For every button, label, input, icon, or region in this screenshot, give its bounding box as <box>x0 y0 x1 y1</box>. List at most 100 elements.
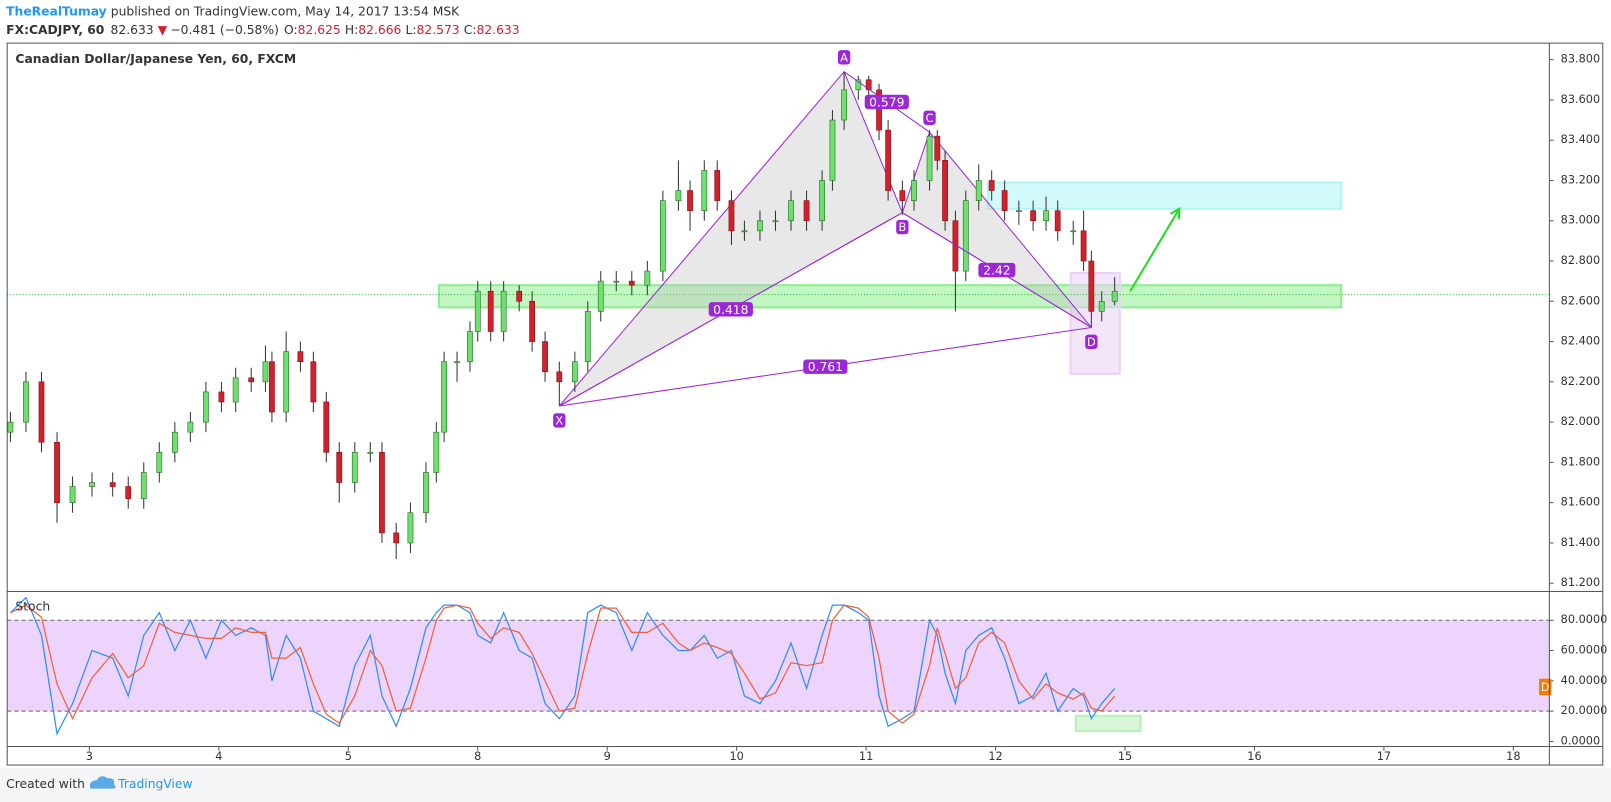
x-tick-label: 17 <box>1377 750 1391 763</box>
y-tick-label: 81.200 <box>1561 576 1600 589</box>
candle <box>351 452 358 483</box>
candle <box>433 431 440 473</box>
y-tick-label: 82.000 <box>1561 415 1600 428</box>
x-tick-label: 16 <box>1247 750 1261 763</box>
candle <box>942 160 948 222</box>
ratio-box <box>978 262 1016 278</box>
x-tick-label: 4 <box>215 750 222 763</box>
candle <box>203 391 209 423</box>
candle <box>336 452 343 483</box>
candle <box>975 180 982 201</box>
candle <box>788 200 794 222</box>
candle <box>297 351 304 363</box>
ratio-label: 2.42 <box>983 264 1010 278</box>
candle <box>1043 210 1049 222</box>
candle <box>926 135 933 181</box>
ratio-label: 0.761 <box>808 360 843 374</box>
candle <box>109 482 116 487</box>
y-tick-label: 83.200 <box>1561 173 1600 186</box>
plot: 3 4 5 8 9 10 11 12 15 16 17 18 81.200 81.400 81.600 81.… <box>7 50 1607 763</box>
candle <box>516 290 523 302</box>
candle <box>597 280 604 312</box>
candle <box>962 200 969 272</box>
candle <box>1001 190 1008 211</box>
candle <box>454 361 460 364</box>
candle <box>283 351 290 413</box>
candle <box>529 300 535 342</box>
candle <box>187 421 194 433</box>
c-label: C: <box>464 22 477 36</box>
candle <box>1070 230 1077 233</box>
candle <box>367 452 374 454</box>
candle <box>772 220 779 223</box>
point-label: X <box>555 414 563 427</box>
x-tick-label: 18 <box>1506 750 1520 763</box>
candle <box>89 482 95 487</box>
candle <box>876 89 882 131</box>
point-label: A <box>840 51 848 64</box>
y-tick-label: 20.0000 <box>1561 704 1608 717</box>
candle <box>474 290 481 332</box>
stoch-line <box>9 596 1116 736</box>
point-label: C <box>926 112 934 125</box>
y-tick-label: 40.0000 <box>1561 674 1608 687</box>
y-tick-label: 60.0000 <box>1561 644 1608 657</box>
candle <box>140 472 147 499</box>
candle <box>407 512 414 544</box>
footer-bg <box>0 768 1611 802</box>
candle <box>393 532 400 544</box>
y-tick-label: 81.400 <box>1561 536 1600 549</box>
y-tick-label: 82.200 <box>1561 375 1600 388</box>
candle <box>865 79 872 91</box>
y-tick-label: 83.600 <box>1561 93 1600 106</box>
candle <box>1080 230 1087 262</box>
frame <box>6 42 1604 766</box>
marker-label: D <box>1541 681 1550 694</box>
ratio-box <box>864 94 909 110</box>
candle <box>323 401 330 453</box>
candle <box>728 200 735 232</box>
stoch-title: Stoch <box>15 599 50 613</box>
x-tick-label: 15 <box>1118 750 1132 763</box>
zone <box>1074 714 1142 733</box>
candle <box>659 200 666 272</box>
candle <box>218 391 225 403</box>
candle <box>125 486 132 499</box>
point-box <box>1085 334 1098 350</box>
zone <box>437 284 1343 309</box>
candle <box>829 119 836 181</box>
candle <box>423 472 429 514</box>
h: 82.666 <box>358 22 401 36</box>
candle <box>675 190 682 201</box>
candle <box>628 280 635 286</box>
candle <box>687 190 693 211</box>
author[interactable]: TheRealTumay <box>6 4 107 18</box>
y-tick-label: 82.600 <box>1561 294 1600 307</box>
footer-brand[interactable]: TradingView <box>117 777 192 791</box>
point-label: B <box>898 221 906 234</box>
candle <box>819 180 825 222</box>
ratio-box <box>803 359 848 374</box>
candle <box>701 170 708 211</box>
ratio-label: 0.579 <box>869 95 904 109</box>
candle <box>467 331 473 363</box>
point-box <box>923 110 936 125</box>
footer-created: Created with <box>6 777 85 791</box>
x-tick-label: 11 <box>859 750 873 763</box>
x-tick-label: 12 <box>988 750 1002 763</box>
x-tick-label: 10 <box>729 750 743 763</box>
candle <box>1098 300 1105 312</box>
candle <box>584 311 591 363</box>
y-tick-label: 83.800 <box>1561 53 1600 66</box>
y-tick-label: 83.400 <box>1561 133 1600 146</box>
candle <box>69 486 76 503</box>
candle <box>613 280 620 283</box>
candle <box>1111 290 1118 302</box>
candle <box>1054 210 1061 232</box>
point-box <box>896 219 909 235</box>
candle <box>54 441 60 503</box>
point-box <box>553 413 566 428</box>
candle <box>841 89 847 121</box>
y-tick-label: 81.800 <box>1561 455 1600 468</box>
